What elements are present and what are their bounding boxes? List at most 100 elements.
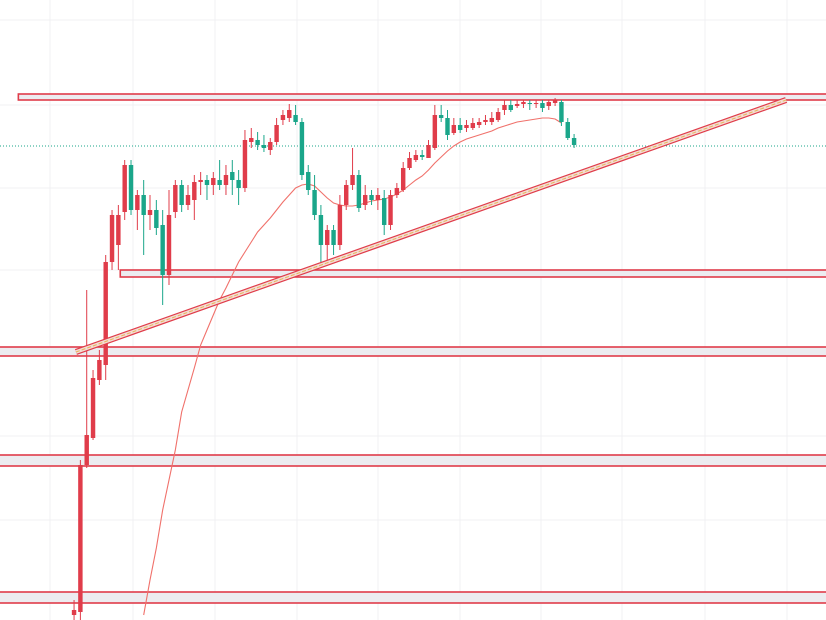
candle — [236, 170, 241, 205]
candle — [552, 98, 558, 106]
candle — [337, 195, 343, 250]
candle — [356, 170, 362, 212]
candle-body — [331, 230, 336, 245]
candle — [407, 152, 412, 170]
candle — [318, 205, 324, 265]
candle-body — [457, 125, 463, 130]
candle — [211, 172, 216, 195]
candle-body — [147, 210, 153, 215]
candle-body — [160, 225, 165, 275]
trendline-center — [75, 99, 787, 353]
candle-body — [508, 105, 514, 110]
candle — [419, 150, 425, 160]
candle-body — [407, 158, 412, 168]
candle-body — [179, 185, 184, 205]
candle — [84, 290, 89, 468]
candle — [325, 225, 330, 260]
candle-body — [470, 123, 476, 128]
candle — [350, 148, 355, 190]
candle — [483, 115, 488, 125]
candle-body — [489, 118, 495, 122]
candle — [331, 225, 336, 255]
candle — [527, 100, 532, 110]
zone — [0, 454, 826, 467]
candle — [154, 200, 159, 235]
candle — [274, 118, 279, 145]
candle — [457, 118, 463, 133]
candle-body — [293, 115, 298, 122]
candle-body — [369, 195, 374, 200]
candle — [489, 112, 495, 125]
candle — [103, 255, 108, 380]
candle-body — [476, 122, 482, 125]
candle-body — [223, 175, 229, 185]
candle-body — [565, 122, 570, 138]
candle-body — [135, 195, 140, 210]
candle-body — [464, 125, 469, 128]
candle — [141, 180, 146, 255]
candle-body — [236, 180, 241, 188]
candle — [502, 100, 507, 115]
candle — [394, 183, 400, 198]
candle — [147, 195, 153, 230]
candle — [438, 105, 444, 122]
candle — [521, 100, 526, 108]
candle-body — [78, 465, 83, 612]
candle — [508, 100, 514, 112]
candle-body — [318, 215, 324, 245]
candle-body — [103, 262, 108, 365]
candle — [249, 128, 254, 148]
zone — [119, 269, 826, 278]
candle — [261, 135, 267, 152]
candle — [299, 118, 305, 180]
candle-body — [546, 102, 551, 106]
candle-body — [362, 195, 368, 205]
candle-body — [141, 195, 146, 215]
candle-body — [514, 104, 520, 106]
candle-body — [230, 172, 235, 180]
candle — [255, 132, 260, 150]
candle — [179, 180, 184, 212]
moving-average — [143, 117, 562, 616]
candle-body — [344, 185, 349, 205]
candle-body — [552, 100, 558, 103]
candle — [470, 118, 476, 130]
candle — [78, 460, 83, 620]
candle-body — [312, 190, 317, 215]
candle — [217, 160, 222, 190]
candle-body — [90, 378, 96, 438]
candle — [375, 188, 381, 210]
candle-body — [198, 180, 203, 182]
candle — [109, 210, 115, 270]
candle-body — [261, 145, 267, 148]
zone — [0, 346, 826, 357]
candle-body — [280, 115, 286, 120]
candle-body — [521, 102, 526, 104]
candle-body — [388, 195, 393, 225]
candle — [198, 172, 203, 195]
candle — [128, 160, 134, 215]
candle-body — [84, 435, 89, 465]
candle — [533, 100, 539, 108]
candle — [514, 100, 520, 108]
candle-body — [337, 205, 343, 245]
candle — [495, 108, 501, 122]
candle-body — [287, 110, 292, 118]
candle-body — [255, 140, 260, 145]
candle — [565, 118, 570, 140]
candle — [369, 190, 374, 205]
candle — [559, 100, 564, 126]
candle-body — [381, 198, 387, 225]
candle-body — [419, 155, 425, 157]
candle-body — [109, 215, 115, 262]
candle — [400, 162, 406, 192]
candle — [426, 140, 431, 158]
candle-body — [445, 118, 450, 135]
candle — [293, 105, 298, 125]
candle — [476, 118, 482, 128]
candle — [223, 165, 229, 195]
candle-body — [413, 155, 419, 160]
candle-body — [217, 180, 222, 185]
candle — [445, 110, 450, 140]
